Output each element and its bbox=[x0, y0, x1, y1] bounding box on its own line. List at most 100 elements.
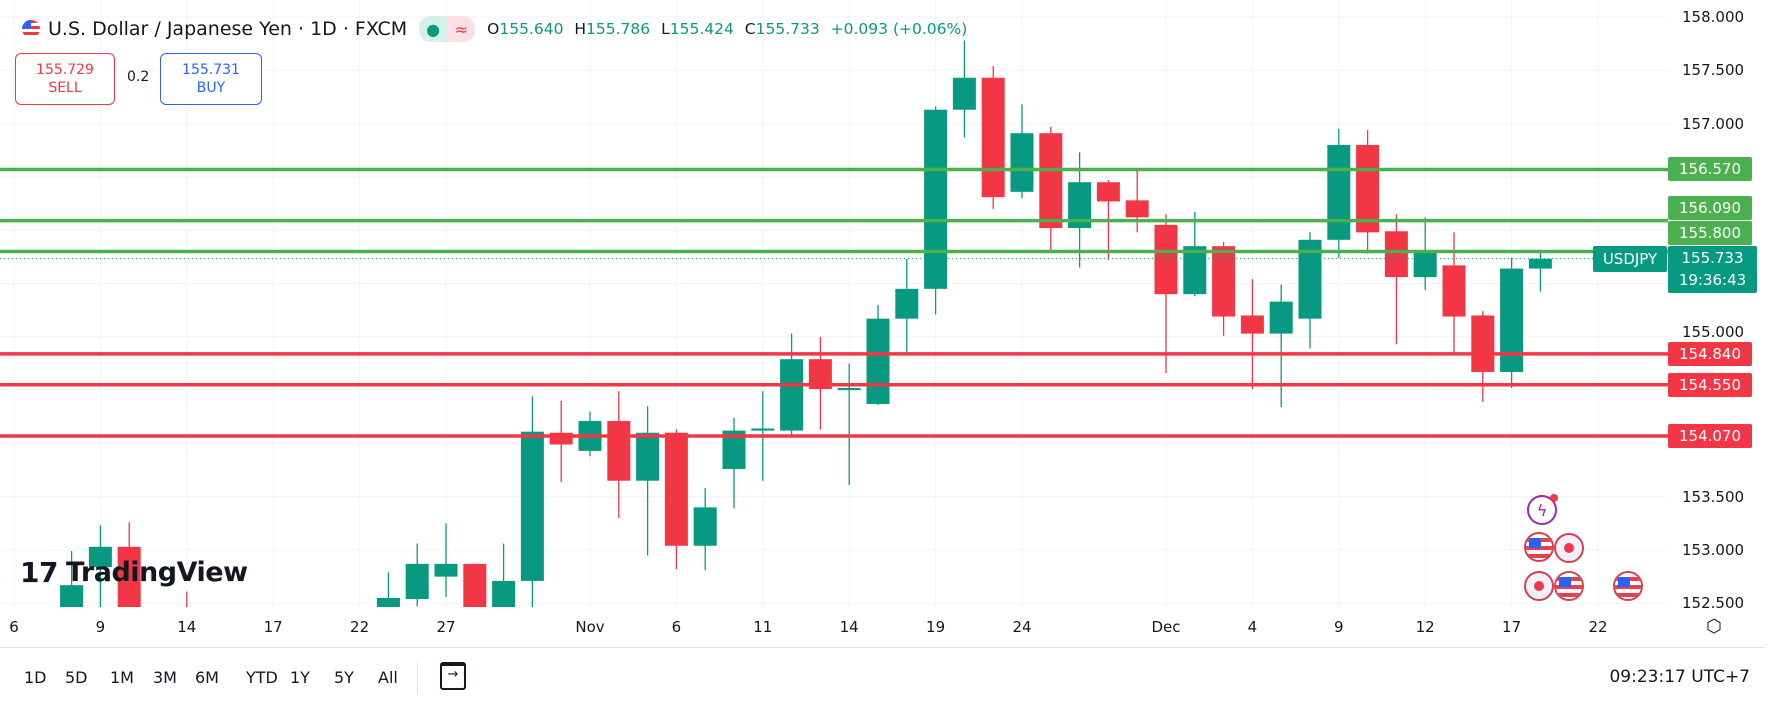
price-tick-label: 153.000 bbox=[1682, 541, 1745, 559]
tradingview-mark-icon: 17 bbox=[20, 556, 58, 589]
candle-up bbox=[722, 430, 746, 469]
us-flag-icon[interactable] bbox=[1524, 532, 1554, 562]
time-tick-label: 22 bbox=[1588, 618, 1608, 636]
us-flag-icon bbox=[22, 20, 40, 38]
time-tick-label: Dec bbox=[1151, 618, 1181, 636]
time-tick-label: 22 bbox=[350, 618, 370, 636]
candle-down bbox=[1039, 133, 1063, 229]
range-button-5d[interactable]: 5D bbox=[65, 668, 88, 687]
candle-down bbox=[1154, 224, 1178, 295]
time-tick-label: 9 bbox=[95, 618, 106, 636]
level-price-label: 156.570 bbox=[1668, 157, 1752, 182]
candle-up bbox=[88, 546, 112, 568]
high-label: H bbox=[574, 20, 587, 38]
candle-up bbox=[376, 597, 400, 607]
clock[interactable]: 09:23:17 UTC+7 bbox=[1609, 667, 1750, 687]
candle-up bbox=[1500, 268, 1524, 372]
candle-down bbox=[463, 563, 487, 607]
close-label: C bbox=[744, 20, 756, 38]
ohlc-values: O155.640 H155.786 L155.424 C155.733 +0.0… bbox=[487, 20, 967, 38]
lightning-icon[interactable]: ϟ bbox=[1527, 494, 1558, 525]
close-value: 155.733 bbox=[755, 20, 820, 38]
candle-up bbox=[1068, 182, 1092, 229]
candle-down bbox=[1212, 246, 1236, 317]
status-pill[interactable]: ● ≈ bbox=[419, 16, 476, 42]
candle-up bbox=[520, 431, 544, 581]
time-tick-label: 11 bbox=[753, 618, 773, 636]
bottom-toolbar bbox=[0, 647, 1765, 707]
current-price: 155.733 bbox=[1681, 248, 1744, 267]
level-price-label: 154.070 bbox=[1668, 423, 1752, 448]
candle-up bbox=[434, 563, 458, 577]
time-tick-label: 14 bbox=[839, 618, 859, 636]
time-tick-label: 4 bbox=[1247, 618, 1258, 636]
range-button-ytd[interactable]: YTD bbox=[246, 668, 278, 687]
candle-up bbox=[952, 77, 976, 110]
candle-down bbox=[1471, 315, 1495, 372]
open-value: 155.640 bbox=[499, 20, 564, 38]
low-label: L bbox=[661, 20, 670, 38]
time-tick-label: 27 bbox=[436, 618, 456, 636]
change-value: +0.093 (+0.06%) bbox=[830, 20, 968, 38]
price-tick-label: 152.500 bbox=[1682, 594, 1745, 613]
dot-icon[interactable] bbox=[1524, 571, 1554, 601]
sell-button[interactable]: 155.729 SELL bbox=[15, 53, 115, 105]
time-tick-label: 14 bbox=[177, 618, 197, 636]
time-tick-label: 6 bbox=[9, 618, 19, 636]
candle-up bbox=[636, 432, 660, 481]
candle-down bbox=[1125, 200, 1149, 218]
level-price-label: 155.800 bbox=[1668, 220, 1752, 245]
range-button-all[interactable]: All bbox=[378, 668, 398, 687]
price-tick-label: 153.500 bbox=[1682, 487, 1745, 506]
candle-down bbox=[1442, 265, 1466, 317]
range-button-3m[interactable]: 3M bbox=[153, 668, 177, 687]
range-button-5y[interactable]: 5Y bbox=[334, 668, 354, 687]
candle-down bbox=[607, 421, 631, 481]
price-tick-label: 158.000 bbox=[1682, 8, 1745, 26]
candle-up bbox=[1413, 251, 1437, 278]
settings-icon[interactable]: ⬡ bbox=[1706, 616, 1722, 637]
us-flag-icon[interactable] bbox=[1554, 571, 1584, 601]
level-price-label: 154.550 bbox=[1668, 372, 1752, 397]
candle-up bbox=[1298, 239, 1322, 319]
level-price-label: 156.090 bbox=[1668, 195, 1752, 220]
candle-up bbox=[693, 507, 717, 546]
time-tick-label: 9 bbox=[1334, 618, 1344, 636]
buy-label: BUY bbox=[196, 80, 226, 96]
time-tick-label: Nov bbox=[575, 618, 605, 636]
time-tick-label: 17 bbox=[1502, 618, 1522, 636]
toolbar-divider bbox=[417, 662, 418, 694]
candle-up bbox=[924, 109, 948, 289]
us-flag-icon[interactable] bbox=[1613, 571, 1643, 601]
candle-down bbox=[1384, 231, 1408, 278]
sell-price: 155.729 bbox=[36, 62, 94, 78]
candle-up bbox=[1327, 144, 1351, 240]
candle-down bbox=[664, 432, 688, 546]
symbol-tag: USDJPY bbox=[1593, 245, 1667, 272]
time-tick-label: 19 bbox=[926, 618, 946, 636]
candle-up bbox=[866, 318, 890, 404]
current-countdown: 19:36:43 bbox=[1678, 270, 1747, 289]
current-price-box: 155.733 19:36:43 bbox=[1668, 245, 1757, 293]
dot-icon[interactable] bbox=[1554, 533, 1584, 563]
range-button-1y[interactable]: 1Y bbox=[290, 668, 310, 687]
range-button-6m[interactable]: 6M bbox=[195, 668, 219, 687]
symbol-title[interactable]: U.S. Dollar / Japanese Yen · 1D · FXCM bbox=[48, 18, 408, 40]
price-tick-label: 157.000 bbox=[1682, 114, 1745, 133]
range-button-1d[interactable]: 1D bbox=[24, 668, 47, 687]
price-tick-label: 155.000 bbox=[1682, 322, 1745, 341]
price-chart[interactable] bbox=[0, 0, 1668, 607]
tradingview-logo[interactable]: 17 TradingView bbox=[20, 556, 248, 589]
buy-price: 155.731 bbox=[182, 62, 240, 78]
candle-down bbox=[1356, 144, 1380, 233]
candle-up bbox=[405, 563, 429, 600]
candle-down bbox=[808, 359, 832, 390]
buy-button[interactable]: 155.731 BUY bbox=[160, 53, 262, 105]
low-value: 155.424 bbox=[669, 20, 734, 38]
calendar-goto-icon[interactable]: → bbox=[440, 662, 466, 690]
candle-up bbox=[492, 580, 516, 607]
range-button-1m[interactable]: 1M bbox=[110, 668, 134, 687]
candle-up bbox=[751, 428, 775, 431]
candle-down bbox=[981, 77, 1005, 198]
candle-up bbox=[1269, 301, 1293, 334]
